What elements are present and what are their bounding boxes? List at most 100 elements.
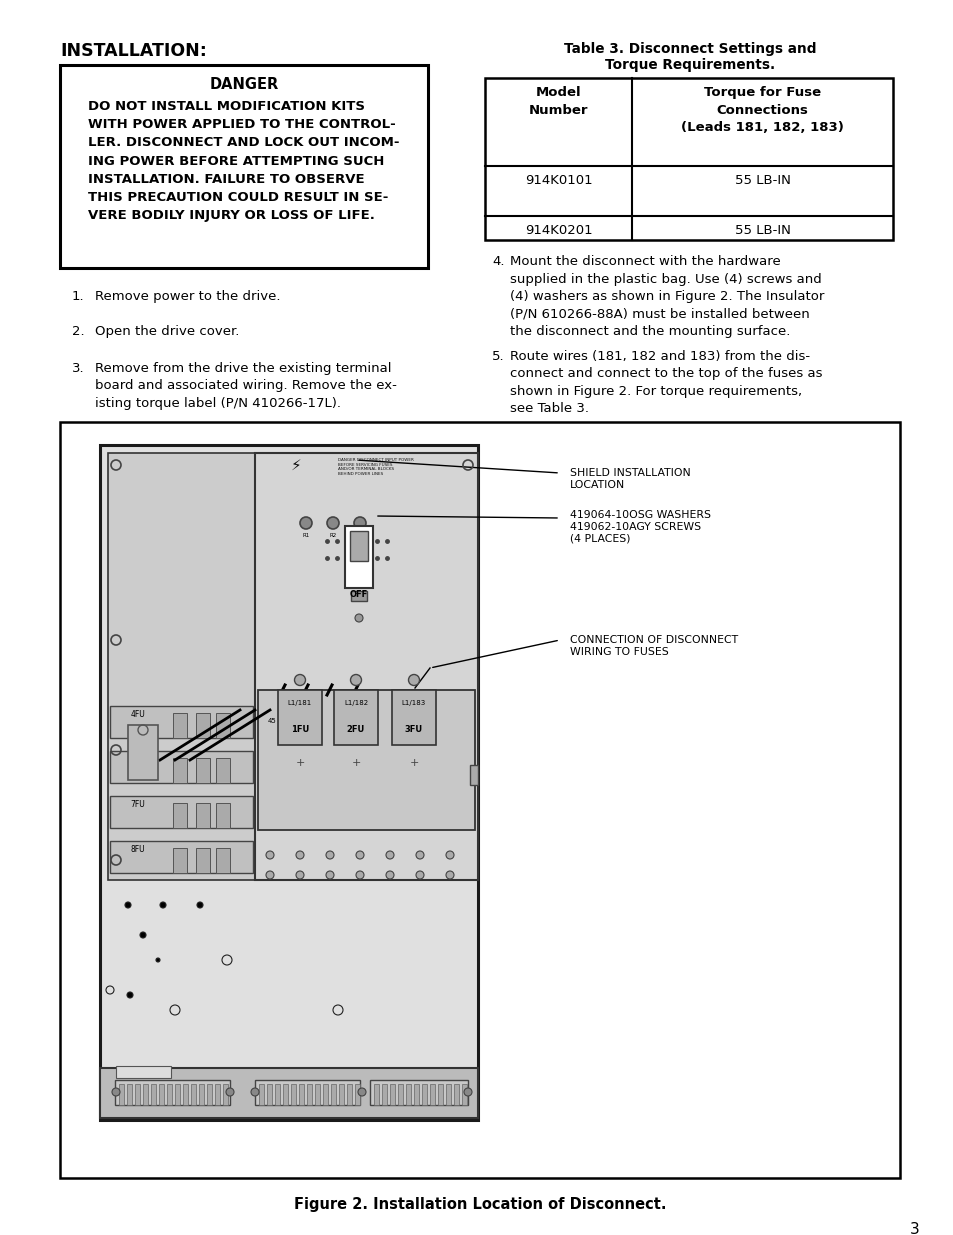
Circle shape xyxy=(326,871,334,879)
Circle shape xyxy=(112,1088,120,1095)
Bar xyxy=(392,690,436,745)
Bar xyxy=(291,1084,295,1105)
Circle shape xyxy=(294,674,305,685)
Text: 4FU: 4FU xyxy=(131,710,145,719)
Bar xyxy=(370,1079,468,1105)
Circle shape xyxy=(251,1088,258,1095)
Text: 5.: 5. xyxy=(492,350,504,363)
Bar xyxy=(314,1084,319,1105)
Bar xyxy=(334,690,377,745)
Bar xyxy=(381,1084,387,1105)
Bar xyxy=(195,758,210,783)
Text: ⚡: ⚡ xyxy=(291,458,301,473)
Bar xyxy=(406,1084,411,1105)
Text: +: + xyxy=(351,758,360,768)
Bar xyxy=(257,690,475,830)
Circle shape xyxy=(295,851,304,860)
Text: Table 3. Disconnect Settings and: Table 3. Disconnect Settings and xyxy=(563,42,816,56)
Bar xyxy=(277,690,322,745)
Text: L1/181: L1/181 xyxy=(288,700,312,706)
Bar xyxy=(174,1084,180,1105)
Bar xyxy=(254,453,477,881)
Bar xyxy=(390,1084,395,1105)
Bar xyxy=(454,1084,458,1105)
Circle shape xyxy=(386,871,394,879)
Text: R2: R2 xyxy=(329,534,336,538)
Circle shape xyxy=(156,958,160,962)
Circle shape xyxy=(355,871,364,879)
Bar xyxy=(60,422,899,1178)
Bar xyxy=(215,758,230,783)
Bar xyxy=(277,453,419,685)
Circle shape xyxy=(357,1088,366,1095)
Bar xyxy=(167,1084,172,1105)
Bar xyxy=(115,1079,230,1105)
Bar xyxy=(183,1084,188,1105)
Text: +: + xyxy=(409,758,418,768)
Text: 55 LB-IN: 55 LB-IN xyxy=(734,174,790,186)
Bar xyxy=(199,1084,204,1105)
Bar xyxy=(207,1084,212,1105)
Bar xyxy=(446,1084,451,1105)
Bar xyxy=(151,1084,156,1105)
Bar xyxy=(215,713,230,739)
Bar xyxy=(195,713,210,739)
Circle shape xyxy=(386,851,394,860)
Bar xyxy=(215,848,230,873)
Bar xyxy=(100,445,477,1120)
Bar xyxy=(338,1084,344,1105)
Circle shape xyxy=(295,871,304,879)
Circle shape xyxy=(355,614,363,622)
Circle shape xyxy=(125,902,131,908)
Bar xyxy=(281,454,416,515)
Bar xyxy=(108,453,254,881)
Circle shape xyxy=(416,871,423,879)
Bar xyxy=(414,1084,418,1105)
Bar xyxy=(470,764,477,785)
Bar xyxy=(172,848,187,873)
Text: Route wires (181, 182 and 183) from the dis-
connect and connect to the top of t: Route wires (181, 182 and 183) from the … xyxy=(510,350,821,415)
Bar xyxy=(119,1084,124,1105)
Bar xyxy=(421,1084,427,1105)
Circle shape xyxy=(266,851,274,860)
Text: ON: ON xyxy=(352,534,366,542)
Text: 914K0201: 914K0201 xyxy=(524,224,592,237)
Circle shape xyxy=(355,851,364,860)
Bar xyxy=(461,1084,467,1105)
Text: Remove from the drive the existing terminal
board and associated wiring. Remove : Remove from the drive the existing termi… xyxy=(95,362,396,410)
Bar xyxy=(215,803,230,827)
Text: 1.: 1. xyxy=(71,290,85,303)
Text: Model
Number: Model Number xyxy=(528,86,588,116)
Bar xyxy=(128,725,158,781)
Bar xyxy=(307,1084,312,1105)
Bar xyxy=(143,1084,148,1105)
Circle shape xyxy=(416,851,423,860)
Bar xyxy=(355,1084,359,1105)
Text: Mount the disconnect with the hardware
supplied in the plastic bag. Use (4) scre: Mount the disconnect with the hardware s… xyxy=(510,254,823,338)
Bar xyxy=(254,1079,359,1105)
Bar xyxy=(484,78,892,240)
Bar xyxy=(110,751,253,783)
Bar xyxy=(110,797,253,827)
Bar xyxy=(195,803,210,827)
Bar xyxy=(430,1084,435,1105)
Circle shape xyxy=(127,992,132,998)
Circle shape xyxy=(266,871,274,879)
Text: 419064-10OSG WASHERS
419062-10AGY SCREWS
(4 PLACES): 419064-10OSG WASHERS 419062-10AGY SCREWS… xyxy=(569,510,710,543)
Bar xyxy=(159,1084,164,1105)
Text: 5FU: 5FU xyxy=(131,755,145,764)
Circle shape xyxy=(463,1088,472,1095)
Text: 3: 3 xyxy=(909,1221,919,1235)
Text: 55 LB-IN: 55 LB-IN xyxy=(734,224,790,237)
Circle shape xyxy=(299,517,312,529)
Bar xyxy=(172,758,187,783)
Text: SHIELD INSTALLATION
LOCATION: SHIELD INSTALLATION LOCATION xyxy=(569,468,690,489)
Text: Figure 2. Installation Location of Disconnect.: Figure 2. Installation Location of Disco… xyxy=(294,1197,665,1212)
Bar xyxy=(110,706,253,739)
Text: CONNECTION OF DISCONNECT
WIRING TO FUSES: CONNECTION OF DISCONNECT WIRING TO FUSES xyxy=(569,635,738,657)
Bar xyxy=(223,1084,228,1105)
Text: R1: R1 xyxy=(302,534,310,538)
Text: 3.: 3. xyxy=(71,362,85,375)
Text: 914K0101: 914K0101 xyxy=(524,174,592,186)
Text: Open the drive cover.: Open the drive cover. xyxy=(95,325,239,338)
